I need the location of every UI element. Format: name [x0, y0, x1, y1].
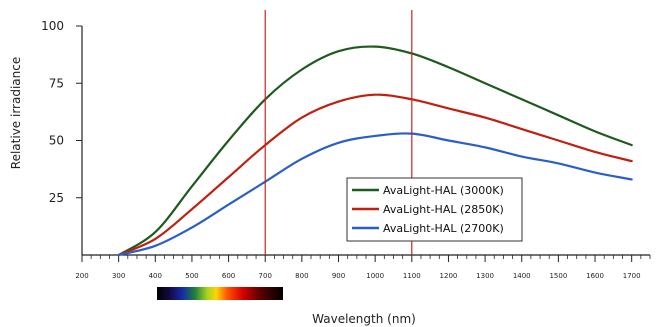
x-tick-label: 900 — [332, 272, 345, 280]
x-tick-label: 200 — [75, 272, 88, 280]
label-layer: 25 50 75 100 200 300 400 500 600 700 800 900 1000 110… — [41, 19, 640, 280]
axis-layer — [76, 25, 651, 262]
y-tick-label: 25 — [49, 191, 64, 205]
x-tick-label: 1000 — [366, 272, 384, 280]
x-tick-label: 500 — [185, 272, 198, 280]
x-tick-label: 600 — [222, 272, 235, 280]
legend-label-1: AvaLight-HAL (3000K) — [383, 184, 504, 197]
series-line-1 — [117, 45, 633, 257]
x-tick-label: 300 — [112, 272, 125, 280]
legend-label-3: AvaLight-HAL (2700K) — [383, 222, 504, 235]
y-tick-label: 50 — [49, 134, 64, 148]
x-axis-title: Wavelength (nm) — [312, 312, 416, 326]
series-layer — [117, 45, 633, 257]
x-tick-label: 400 — [149, 272, 162, 280]
x-tick-label: 1500 — [549, 272, 567, 280]
y-tick-label: 75 — [49, 76, 64, 90]
legend-label-2: AvaLight-HAL (2850K) — [383, 203, 504, 216]
visible-spectrum-bar — [157, 287, 283, 300]
x-tick-label: 1700 — [623, 272, 641, 280]
series-line-2 — [117, 93, 633, 257]
x-tick-label: 1600 — [586, 272, 604, 280]
legend: AvaLight-HAL (3000K) AvaLight-HAL (2850K)… — [346, 177, 523, 242]
y-tick-label: 100 — [41, 19, 64, 33]
legend-items: AvaLight-HAL (3000K) AvaLight-HAL (2850K)… — [352, 184, 504, 235]
x-tick-label: 1100 — [403, 272, 421, 280]
x-tick-label: 1300 — [476, 272, 494, 280]
x-tick-label: 1200 — [440, 272, 458, 280]
x-tick-label: 800 — [295, 272, 308, 280]
x-tick-label: 1400 — [513, 272, 531, 280]
y-axis-title: Relative irradiance — [9, 57, 23, 169]
x-tick-label: 700 — [259, 272, 272, 280]
series-line-3 — [117, 132, 633, 257]
